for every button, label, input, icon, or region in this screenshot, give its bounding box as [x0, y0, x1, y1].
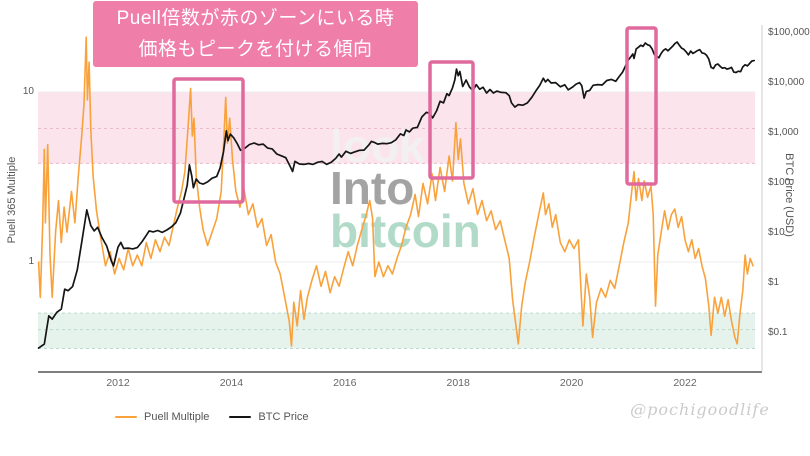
btc-axis-tick: $10,000: [768, 77, 805, 88]
watermark-word-into: Into: [330, 162, 414, 214]
legend-item-puell: Puell Multiple: [115, 411, 209, 423]
legend-item-btc: BTC Price: [229, 411, 309, 423]
year-tick: 2018: [446, 377, 470, 389]
puell-legend-label: Puell Multiple: [144, 411, 210, 423]
btc-axis-tick: $1,000: [768, 127, 799, 138]
puell-axis-tick: 1: [28, 256, 34, 267]
annotation-box: Puell倍数が赤のゾーンにいる時 価格もピークを付ける傾向: [93, 1, 418, 67]
right-axis-title: BTC Price (USD): [783, 153, 795, 237]
btc-legend-swatch: [229, 416, 252, 418]
btc-axis-tick: $100: [768, 177, 791, 188]
year-tick: 2016: [333, 377, 357, 389]
puell-axis-tick: 10: [22, 86, 34, 97]
year-tick: 2020: [559, 377, 584, 389]
btc-price-line: [37, 41, 756, 349]
btc-axis-tick: $100,000: [768, 27, 810, 38]
red-zone: [38, 92, 755, 164]
annotation-line-1: Puell倍数が赤のゾーンにいる時: [116, 8, 395, 29]
btc-axis-tick: $1: [768, 277, 780, 288]
year-tick: 2012: [106, 377, 130, 389]
author-signature: @pochigoodlife: [630, 400, 770, 419]
green-zone: [38, 313, 755, 349]
btc-axis-tick: $10: [768, 227, 785, 238]
btc-legend-label: BTC Price: [258, 411, 309, 423]
year-tick: 2014: [219, 377, 244, 389]
puell-legend-swatch: [115, 416, 137, 418]
btc-axis-tick: $0.1: [768, 327, 788, 338]
highlight-box: [172, 77, 245, 204]
watermark-word-look: look: [330, 120, 425, 172]
year-tick: 2022: [673, 377, 697, 389]
highlight-box: [428, 60, 475, 180]
puell-multiple-line: [37, 36, 754, 347]
annotation-line-2: 価格もピークを付ける傾向: [138, 39, 373, 60]
highlight-box: [625, 26, 658, 186]
left-axis-title: Puell 365 Multiple: [6, 156, 18, 244]
legend: Puell Multiple BTC Price: [115, 411, 309, 423]
